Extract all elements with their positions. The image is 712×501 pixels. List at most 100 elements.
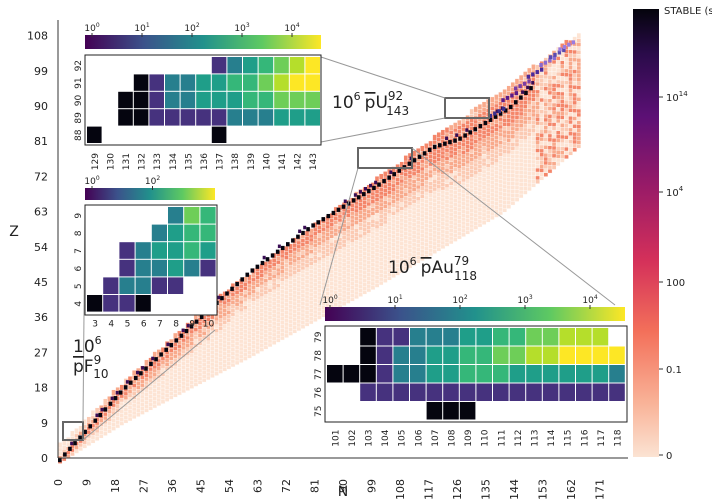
inset-cell: [609, 365, 625, 383]
inset-x-tick: 139: [247, 153, 257, 170]
inset-cell: [559, 365, 575, 383]
inset-x-tick: 131: [122, 153, 132, 170]
inset-cell: [151, 277, 167, 294]
f-heatmap-cells: [87, 207, 216, 312]
cb-tick-label: 100: [84, 175, 99, 187]
inset-cell: [184, 242, 200, 259]
stable-nucleus: [217, 295, 221, 300]
inset-cell: [305, 91, 320, 109]
inset-cell: [151, 259, 167, 277]
stable-nucleus: [186, 323, 190, 328]
stable-nucleus: [265, 257, 270, 262]
x-tick-label: 72: [280, 479, 293, 493]
stable-nucleus: [362, 192, 366, 197]
inset-cell: [258, 74, 274, 91]
cb-tick-label: 101: [134, 22, 149, 34]
stable-nucleus: [521, 90, 525, 94]
stable-nucleus: [103, 407, 108, 412]
stable-nucleus: [58, 458, 62, 463]
inset-cell: [200, 207, 216, 224]
cb-tick-label: 102: [145, 175, 160, 187]
band-cell: [535, 64, 540, 71]
band-cell: [473, 106, 479, 113]
band-cell: [111, 389, 116, 396]
band-cell: [263, 261, 269, 268]
inset-cell: [426, 383, 443, 401]
inset-cell: [459, 346, 476, 364]
stable-nucleus: [377, 182, 381, 187]
stable-nucleus: [356, 195, 361, 200]
heavy-nucleus: [488, 113, 493, 118]
stable-nucleus: [220, 296, 224, 301]
stable-nucleus: [139, 371, 143, 376]
stable-nucleus: [63, 452, 67, 457]
inset-cell: [135, 259, 151, 277]
stable-nucleus: [291, 238, 295, 243]
stable-nucleus: [382, 179, 386, 184]
inset-x-tick: 115: [564, 430, 574, 447]
stable-nucleus: [83, 429, 87, 435]
stable-nucleus: [115, 390, 119, 395]
band-cell: [383, 171, 388, 178]
inset-x-tick: 113: [531, 430, 541, 447]
inset-cell: [168, 207, 184, 224]
stable-nucleus: [144, 366, 148, 371]
inset-y-tick: 77: [314, 369, 324, 380]
inset-cell: [426, 328, 443, 346]
inset-x-tick: 4: [108, 320, 114, 330]
svg-text:0: 0: [666, 451, 672, 462]
band-cell: [57, 442, 63, 449]
y-tick-label: 90: [34, 100, 48, 113]
inset-cell: [592, 328, 609, 346]
stable-nucleus: [455, 133, 459, 137]
stable-nucleus: [174, 338, 179, 343]
svg-text:100: 100: [666, 278, 685, 289]
inset-x-tick: 104: [381, 429, 391, 446]
stable-nucleus: [301, 230, 305, 236]
inset-cell: [180, 109, 196, 126]
inset-cell: [410, 328, 426, 346]
inset-x-tick: 5: [125, 320, 131, 330]
stable-nucleus: [358, 190, 362, 194]
y-tick-label: 63: [34, 206, 48, 219]
stable-nucleus: [260, 260, 265, 266]
heavy-nucleus: [535, 70, 539, 75]
y-tick-labels: 0 9 18 27 36 45 54 63 72 81 90 99 108: [27, 30, 48, 465]
au-x-tick-labels: 101 102 103 104 105 106 107 108 109 110 111 112 113 1…: [331, 429, 623, 446]
inset-cell: [393, 346, 409, 364]
stable-nucleus: [235, 282, 239, 287]
inset-cell: [211, 109, 227, 126]
inset-cell: [258, 57, 274, 74]
inset-cell: [196, 91, 211, 109]
band-cell: [457, 119, 462, 126]
band-cell: [304, 230, 310, 237]
stable-nucleus: [336, 207, 341, 212]
heavy-nucleus: [552, 55, 557, 60]
x-tick-label: 162: [565, 479, 578, 500]
stable-nucleus: [427, 147, 432, 152]
inset-uranium: 100 101 102 103 104 129 130 131 132 133 134 135 136…: [74, 22, 322, 170]
band-cell: [90, 410, 96, 417]
inset-y-tick: 4: [74, 301, 84, 307]
y-tick-label: 54: [34, 241, 48, 254]
inset-cell: [360, 346, 376, 364]
heavy-nucleus: [527, 79, 531, 84]
band-cell: [531, 64, 536, 71]
inset-cell: [443, 346, 459, 364]
inset-cell: [119, 242, 135, 259]
inset-cell: [243, 57, 258, 74]
inset-cell: [360, 383, 376, 401]
stable-nucleus: [463, 133, 467, 138]
y-tick-label: 9: [41, 417, 48, 430]
inset-cell: [559, 328, 575, 346]
x-tick-label: 135: [480, 479, 493, 500]
inset-cell: [289, 91, 305, 109]
x-tick-label: 117: [423, 479, 436, 500]
stable-nucleus: [531, 81, 535, 85]
inset-cell: [184, 224, 200, 242]
inset-cell: [289, 57, 305, 74]
inset-cell: [149, 74, 164, 91]
stable-nucleus: [250, 268, 255, 273]
inset-cell: [459, 383, 476, 401]
